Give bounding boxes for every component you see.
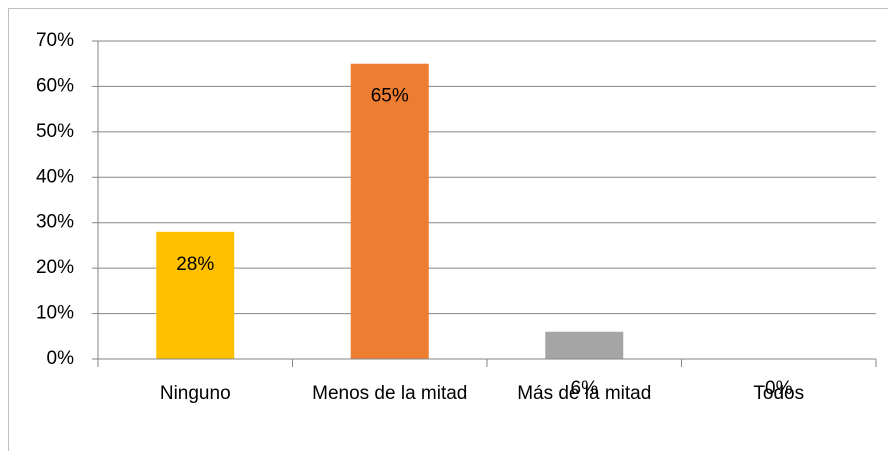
bar [545,331,624,359]
y-tick-label: 10% [36,303,74,324]
x-tick-label: Todos [753,383,805,404]
y-tick-label: 30% [36,212,74,233]
y-tick-label: 50% [36,121,74,142]
value-label: 65% [371,86,409,107]
y-tick-label: 70% [36,30,74,51]
value-label: 6% [571,378,599,399]
y-tick-label: 0% [47,348,75,369]
x-tick-label: Ninguno [159,383,231,404]
x-tick-label: Más de la mitad [517,383,652,404]
y-tick-label: 60% [36,75,74,96]
x-tick-label: Menos de la mitad [312,383,468,404]
value-label: 0% [765,378,793,399]
bar [156,231,235,359]
y-tick-label: 40% [36,166,74,187]
chart-border [8,8,888,451]
bar [350,63,429,359]
y-tick-label: 20% [36,257,74,278]
value-label: 28% [176,254,214,275]
